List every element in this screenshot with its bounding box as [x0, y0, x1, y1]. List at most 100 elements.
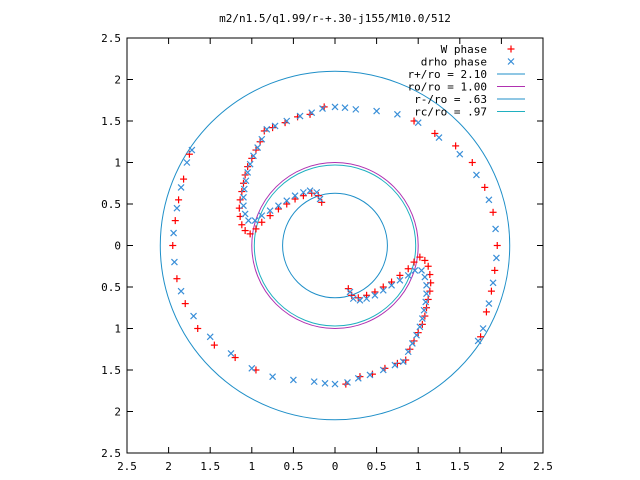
drho-phase-point — [393, 110, 401, 118]
drho-phase-point — [479, 325, 487, 332]
drho-phase-point — [416, 323, 424, 331]
drho-phase-point — [492, 254, 500, 262]
drho-phase-point-b — [289, 376, 297, 384]
drho-phase-point-b — [331, 103, 339, 111]
drho-phase-point-b — [396, 276, 404, 284]
drho-phase-point — [356, 296, 364, 304]
legend-label: r-/ro = .63 — [414, 93, 487, 106]
drho-phase-point — [283, 197, 291, 205]
w-phase-point — [424, 262, 432, 270]
drho-phase-point — [251, 217, 259, 225]
drho-phase-point — [423, 281, 430, 289]
drho-phase-point-b — [354, 374, 362, 382]
w-phase-point — [291, 195, 299, 203]
drho-phase-point — [319, 105, 326, 112]
w-phase-point — [493, 242, 501, 249]
drho-phase-point-b — [242, 177, 250, 185]
drho-phase-point-b — [404, 271, 412, 279]
drho-phase-point-b — [485, 300, 493, 308]
drho-phase-point — [404, 348, 412, 356]
w-phase-point — [210, 341, 218, 349]
drho-phase-point-b — [310, 378, 318, 386]
drho-phase-point — [331, 380, 339, 388]
legend-plus-sample — [507, 45, 515, 53]
drho-phase-point — [170, 258, 178, 266]
drho-phase-point — [316, 195, 324, 203]
drho-phase-point-b — [341, 104, 349, 112]
phase-points — [169, 103, 501, 388]
drho-phase-point-b — [421, 273, 429, 281]
drho-phase-point — [404, 271, 412, 279]
drho-phase-point — [352, 105, 360, 113]
y-tick-label: 0 — [114, 240, 121, 253]
drho-phase-point — [399, 358, 407, 366]
drho-phase-point-b — [418, 315, 426, 322]
y-tick-label: 1 — [114, 157, 121, 170]
drho-phase-point — [422, 298, 430, 306]
drho-phase-point — [242, 177, 250, 185]
drho-phase-point — [296, 112, 304, 120]
drho-phase-point-b — [308, 109, 316, 117]
drho-phase-point — [379, 366, 387, 374]
drho-phase-point-b — [349, 295, 357, 303]
drho-phase-point — [291, 192, 299, 200]
circle-r-ro — [282, 192, 388, 299]
drho-phase-point — [170, 229, 178, 237]
drho-phase-point — [421, 273, 429, 281]
drho-phase-point-b — [245, 217, 252, 225]
drho-phase-point-b — [411, 266, 419, 274]
drho-phase-point — [308, 109, 316, 117]
drho-phase-point-b — [391, 361, 399, 369]
drho-phase-point-b — [408, 340, 416, 347]
drho-phase-point — [418, 266, 425, 274]
w-phase-point — [299, 192, 307, 200]
w-phase-point — [180, 175, 188, 183]
drho-phase-point-b — [479, 325, 487, 332]
drho-phase-point — [274, 202, 282, 210]
x-tick-label: 1.5 — [200, 460, 220, 473]
drho-phase-point-b — [404, 348, 412, 356]
drho-phase-point-b — [183, 159, 191, 166]
drho-phase-point-b — [271, 122, 279, 130]
drho-phase-point-b — [418, 266, 425, 274]
w-phase-point — [396, 271, 404, 279]
drho-phase-point-b — [346, 288, 354, 296]
y-tick-label: 1.5 — [101, 364, 121, 377]
drho-phase-point-b — [170, 229, 178, 237]
drho-phase-point-b — [352, 105, 360, 113]
w-phase-point — [452, 142, 460, 150]
drho-phase-point-b — [456, 150, 464, 158]
reference-circles — [159, 70, 511, 421]
drho-phase-point-b — [331, 380, 339, 388]
drho-phase-point — [411, 266, 419, 274]
y-tick-label: 1 — [114, 323, 121, 336]
w-phase-point — [371, 288, 379, 296]
drho-phase-point — [299, 188, 307, 196]
drho-phase-point — [331, 103, 339, 111]
drho-phase-point-b — [388, 281, 396, 289]
x-tick-label: 0 — [332, 460, 339, 473]
drho-phase-point — [254, 144, 262, 151]
w-phase-point — [491, 266, 499, 274]
y-tick-label: 1.5 — [101, 115, 121, 128]
drho-phase-point-b — [492, 225, 500, 233]
y-tick-label: 0.5 — [101, 281, 121, 294]
series-drho-phase — [170, 103, 500, 388]
drho-phase-point — [289, 376, 297, 384]
legend-cross-sample-b — [507, 58, 515, 65]
drho-phase-point-b — [296, 112, 304, 120]
drho-phase-point-b — [363, 295, 371, 303]
drho-phase-point-b — [283, 197, 291, 205]
drho-phase-point-b — [420, 306, 428, 314]
w-phase-point — [258, 218, 266, 226]
drho-phase-point-b — [423, 290, 430, 298]
w-phase-point — [252, 225, 260, 233]
drho-phase-point-b — [313, 188, 321, 196]
legend-label: rc/ro = .97 — [414, 106, 487, 119]
chart-title: m2/n1.5/q1.99/r-+.30-j155/M10.0/512 — [219, 12, 451, 25]
drho-phase-point — [245, 217, 252, 225]
drho-phase-point — [474, 337, 482, 345]
drho-phase-point-b — [246, 160, 254, 168]
